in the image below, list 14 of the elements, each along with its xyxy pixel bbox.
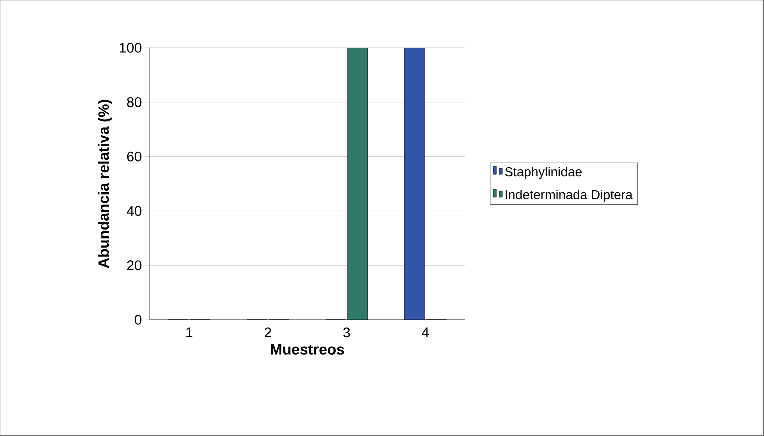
y-tick-label: 60 [127, 152, 142, 162]
y-tick-label: 100 [120, 43, 142, 53]
y-tick-label: 80 [127, 97, 142, 108]
y-axis-title: Abundancia relativa (%) [98, 100, 112, 268]
y-tick-label: 40 [127, 206, 142, 216]
x-axis-title: Muestreos [271, 344, 344, 355]
x-tick-label: 1 [186, 328, 193, 338]
x-tick-label: 3 [344, 328, 350, 338]
x-tick-label: 2 [264, 328, 272, 338]
legend-label: Staphylinidae [505, 167, 582, 180]
y-tick-label: 20 [127, 260, 142, 271]
x-tick-label: 4 [422, 328, 430, 338]
legend-label: Indeterminada Diptera [506, 190, 633, 202]
y-tick-label: 0 [135, 315, 142, 325]
